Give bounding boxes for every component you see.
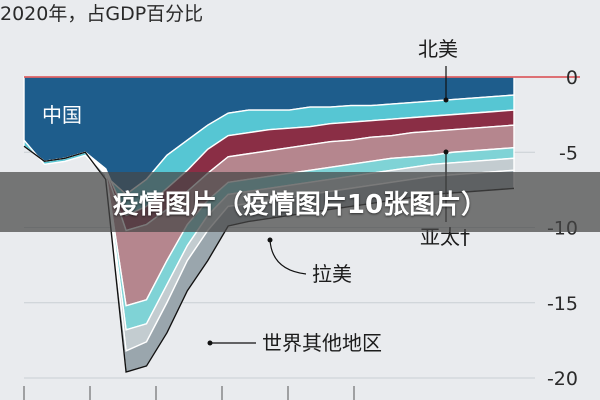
label-china: 中国	[42, 103, 82, 127]
label-latin-america: 拉美	[312, 262, 352, 286]
leader-latin-america	[269, 239, 307, 275]
y-tick-label-4: -20	[547, 368, 578, 390]
label-north-america: 北美	[418, 37, 458, 61]
y-tick-label-1: -5	[559, 142, 578, 164]
dot-asia-pacific	[443, 149, 449, 155]
dot-latin-america	[267, 237, 273, 243]
banner-text: 疫情图片（疫情图片10张图片）	[112, 189, 488, 220]
y-tick-label-3: -15	[547, 293, 578, 315]
label-rest-of-world: 世界其他地区	[262, 331, 382, 355]
dot-north-america	[443, 97, 449, 103]
y-tick-label-0: 0	[566, 67, 578, 89]
chart-title: 2020年，占GDP百分比	[0, 3, 203, 25]
overlay-banner: 疫情图片（疫情图片10张图片）	[0, 172, 600, 232]
dot-rest-of-world	[207, 340, 213, 346]
